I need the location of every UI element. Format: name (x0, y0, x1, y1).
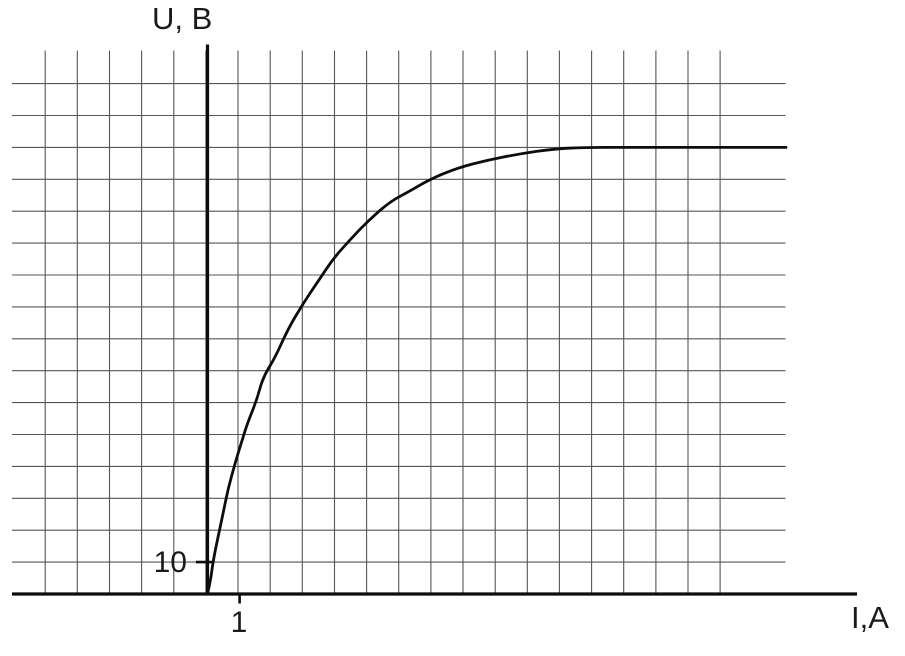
x-axis-label: I,A (851, 600, 889, 635)
y-axis-label: U, B (152, 1, 213, 36)
y-tick-label: 10 (153, 546, 187, 579)
saturation-curve (206, 145, 788, 596)
x-tick-label: 1 (230, 606, 248, 639)
grid-lines (12, 50, 786, 594)
